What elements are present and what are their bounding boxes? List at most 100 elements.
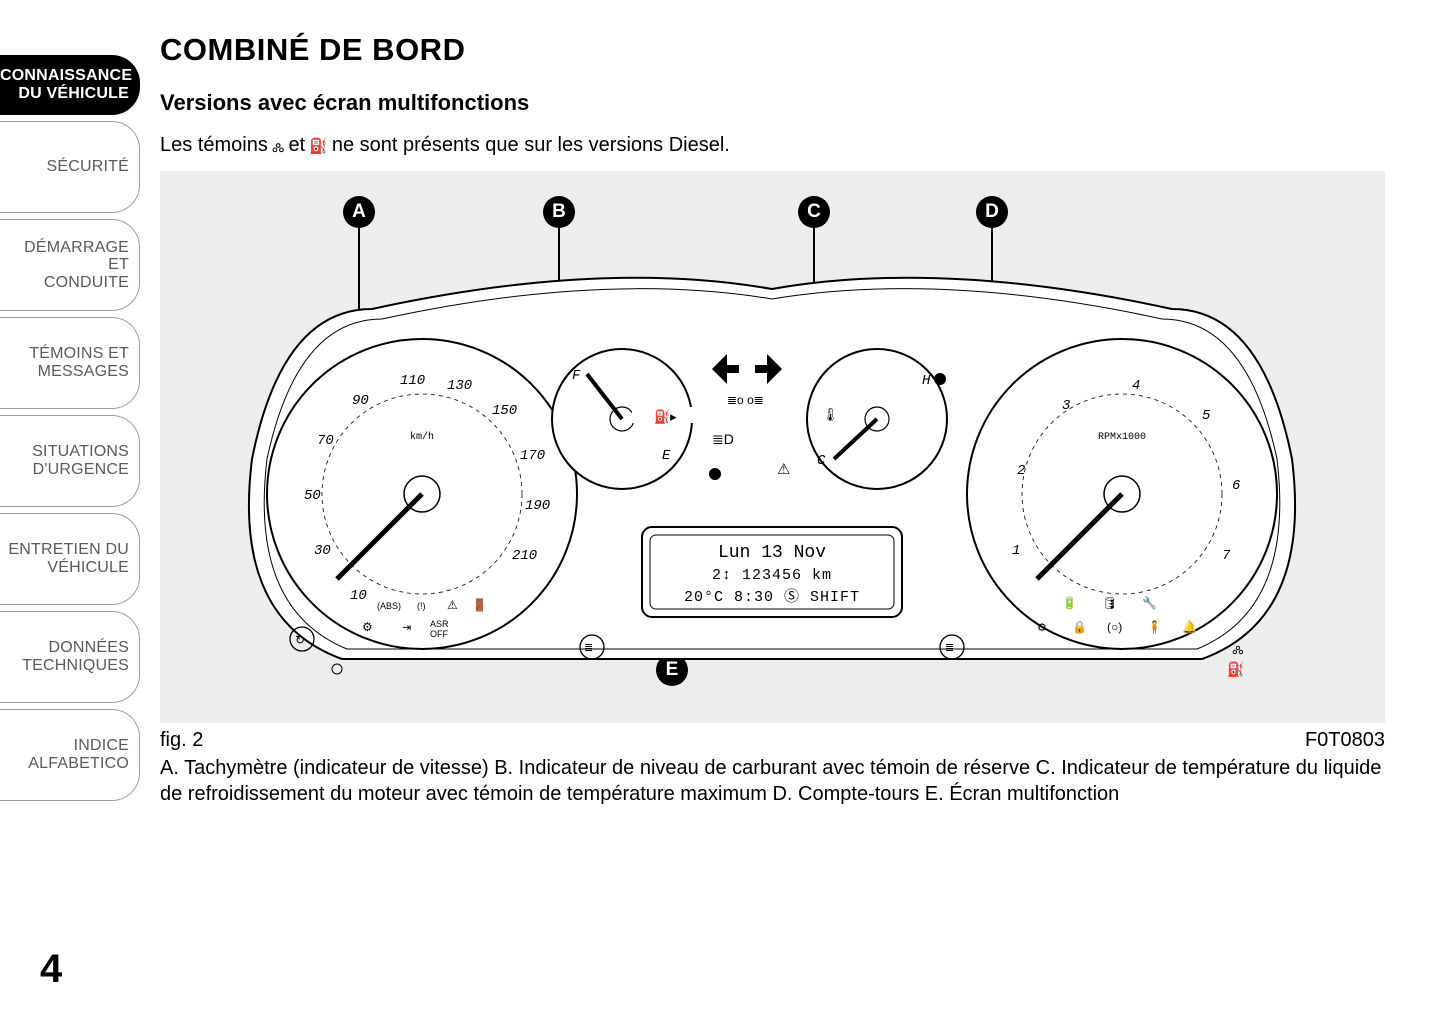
svg-text:⚠: ⚠	[447, 598, 458, 612]
multifunction-display: Lun 13 Nov 2↕ 123456 km 20°C 8:30 Ⓢ SHIF…	[642, 527, 902, 617]
svg-text:170: 170	[520, 448, 545, 464]
figure-number: fig. 2	[160, 729, 203, 752]
svg-text:🔔: 🔔	[1182, 620, 1197, 634]
svg-text:3: 3	[1062, 398, 1070, 414]
main-content: COMBINÉ DE BORD Versions avec écran mult…	[160, 32, 1390, 807]
tab-label: SITUATIONS	[0, 443, 129, 461]
svg-text:6: 6	[1232, 478, 1240, 494]
speedometer-gauge: km/h 10 30 50 70 90 110 130 150 170 190 …	[267, 339, 577, 649]
tab-demarrage-conduite[interactable]: DÉMARRAGE ET CONDUITE	[0, 219, 140, 311]
intro-part: ne sont présents que sur les versions Di…	[332, 134, 730, 157]
instrument-cluster: km/h 10 30 50 70 90 110 130 150 170 190 …	[222, 259, 1322, 689]
svg-text:10: 10	[350, 588, 367, 604]
tab-situations-urgence[interactable]: SITUATIONS D'URGENCE	[0, 415, 140, 507]
tab-label: DONNÉES	[0, 639, 129, 657]
intro-part: et	[288, 134, 305, 157]
figure-legend: A. Tachymètre (indicateur de vitesse) B.…	[160, 756, 1385, 807]
tacho-unit: RPMx1000	[1098, 432, 1146, 443]
callout-bubble: B	[543, 196, 575, 228]
svg-text:🛢: 🛢	[1102, 596, 1117, 610]
figure-code: F0T0803	[1305, 729, 1385, 752]
svg-text:🌡: 🌡	[822, 407, 839, 422]
svg-text:≣: ≣	[945, 642, 954, 654]
tab-securite[interactable]: SÉCURITÉ	[0, 121, 140, 213]
water-in-fuel-icon: ⛽	[309, 137, 328, 155]
tab-label: CONNAISSANCE	[0, 67, 129, 85]
tab-donnees-techniques[interactable]: DONNÉES TECHNIQUES	[0, 611, 140, 703]
callout-bubble: A	[343, 196, 375, 228]
svg-text:C: C	[817, 453, 826, 469]
svg-text:⚙: ⚙	[362, 620, 373, 634]
svg-text:⚠: ⚠	[777, 461, 790, 478]
callout-bubble: C	[798, 196, 830, 228]
tab-temoins-messages[interactable]: TÉMOINS ET MESSAGES	[0, 317, 140, 409]
svg-text:210: 210	[512, 548, 537, 564]
tab-indice-alfabetico[interactable]: INDICE ALFABETICO	[0, 709, 140, 801]
svg-text:2: 2	[1017, 463, 1025, 479]
side-tabs: CONNAISSANCE DU VÉHICULE SÉCURITÉ DÉMARR…	[0, 55, 140, 807]
svg-text:⛽▸: ⛽▸	[654, 409, 677, 424]
svg-text:⚙: ⚙	[1037, 622, 1047, 634]
svg-text:4: 4	[1132, 378, 1140, 394]
svg-text:≣: ≣	[584, 642, 593, 654]
svg-text:🧍: 🧍	[1147, 620, 1162, 634]
svg-text:ASR: ASR	[430, 619, 449, 629]
tab-label: TÉMOINS ET	[0, 345, 129, 363]
tab-label: TECHNIQUES	[0, 657, 129, 675]
svg-text:≣D: ≣D	[712, 431, 734, 447]
svg-text:110: 110	[400, 373, 425, 389]
svg-text:🔧: 🔧	[1142, 595, 1157, 610]
section-subtitle: Versions avec écran multifonctions	[160, 90, 1390, 116]
svg-text:130: 130	[447, 378, 472, 394]
svg-text:(○): (○)	[1107, 620, 1122, 634]
intro-part: Les témoins	[160, 134, 268, 157]
svg-text:(ABS): (ABS)	[377, 601, 401, 611]
svg-text:↻: ↻	[295, 633, 305, 647]
page-number: 4	[40, 947, 62, 992]
svg-text:⛽: ⛽	[1227, 661, 1244, 678]
svg-text:≣o o≣: ≣o o≣	[727, 393, 764, 407]
page-title: COMBINÉ DE BORD	[160, 32, 1390, 68]
svg-text:7: 7	[1222, 548, 1231, 564]
figure-box: A B C D E	[160, 171, 1385, 723]
svg-text:5: 5	[1202, 408, 1211, 424]
svg-text:190: 190	[525, 498, 550, 514]
svg-text:150: 150	[492, 403, 517, 419]
tab-entretien-vehicule[interactable]: ENTRETIEN DU VÉHICULE	[0, 513, 140, 605]
tab-label: MESSAGES	[0, 363, 129, 381]
tab-label: D'URGENCE	[0, 461, 129, 479]
tab-label: DU VÉHICULE	[0, 85, 129, 103]
svg-text:⇥: ⇥	[402, 622, 411, 634]
tab-connaissance-vehicule[interactable]: CONNAISSANCE DU VÉHICULE	[0, 55, 140, 115]
svg-text:(!): (!)	[417, 601, 426, 611]
svg-text:1: 1	[1012, 543, 1020, 559]
svg-text:H: H	[922, 373, 931, 389]
speedo-unit: km/h	[410, 431, 434, 443]
lcd-line2: 2↕ 123456 km	[712, 567, 832, 584]
tab-label: CONDUITE	[0, 274, 129, 292]
lcd-line1: Lun 13 Nov	[718, 543, 826, 563]
callout-bubble: D	[976, 196, 1008, 228]
svg-text:🚪: 🚪	[472, 598, 487, 612]
tab-label: INDICE ALFABETICO	[0, 737, 129, 772]
lcd-line3: 20°C 8:30 Ⓢ SHIFT	[684, 588, 860, 606]
svg-text:30: 30	[314, 543, 331, 559]
tachometer-gauge: RPMx1000 1 2 3 4 5 6 7 🔋 🛢 🔧 ⚙ 🔒 (○) 🧍	[967, 339, 1277, 649]
svg-text:90: 90	[352, 393, 369, 409]
svg-text:70: 70	[317, 433, 334, 449]
tab-label: SÉCURITÉ	[0, 158, 129, 176]
svg-text:🔋: 🔋	[1062, 596, 1077, 610]
svg-text:OFF: OFF	[430, 629, 448, 639]
svg-text:50: 50	[304, 488, 321, 504]
tab-label: DÉMARRAGE ET	[0, 239, 129, 274]
svg-text:F: F	[572, 368, 581, 384]
cluster-svg: km/h 10 30 50 70 90 110 130 150 170 190 …	[222, 259, 1322, 689]
temperature-gauge: C H 🌡	[807, 349, 947, 489]
figure-caption-row: fig. 2 F0T0803	[160, 729, 1385, 752]
intro-text: Les témoins 🝆 et ⛽ ne sont présents que …	[160, 130, 1390, 161]
glow-plug-icon: 🝆	[272, 130, 285, 161]
tab-label: ENTRETIEN DU	[0, 541, 129, 559]
svg-text:🝆: 🝆	[1232, 641, 1244, 657]
svg-text:E: E	[662, 448, 671, 464]
svg-text:🔒: 🔒	[1072, 620, 1087, 634]
